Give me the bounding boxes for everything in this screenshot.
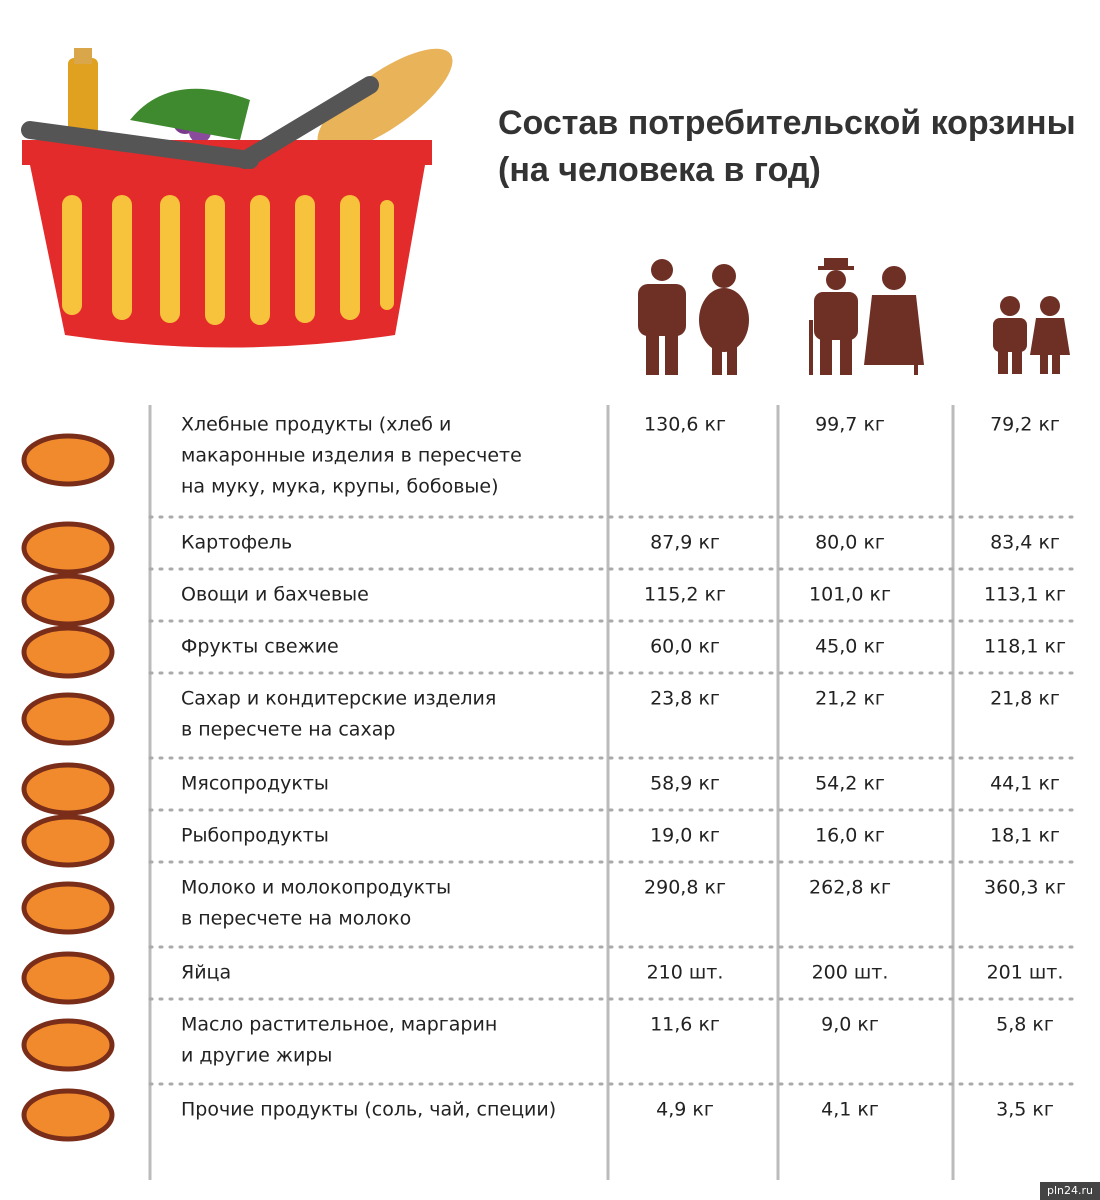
row-label: и другие жиры (181, 1045, 332, 1067)
food-icon (21, 1018, 115, 1072)
row-value: 130,6 кг (644, 414, 726, 436)
food-icon (21, 762, 115, 816)
row-value: 80,0 кг (815, 532, 885, 554)
row-label: Хлебные продукты (хлеб и (181, 414, 451, 436)
row-value: 360,3 кг (984, 877, 1066, 899)
row-value: 201 шт. (987, 962, 1064, 984)
row-value: 101,0 кг (809, 584, 891, 606)
row-value: 118,1 кг (984, 636, 1066, 658)
row-label: Масло растительное, маргарин (181, 1014, 497, 1036)
row-value: 19,0 кг (650, 825, 720, 847)
food-icon (21, 625, 115, 679)
row-label: Молоко и молокопродукты (181, 877, 451, 899)
children-icon (993, 296, 1070, 374)
row-value: 60,0 кг (650, 636, 720, 658)
row-value: 83,4 кг (990, 532, 1060, 554)
row-value: 87,9 кг (650, 532, 720, 554)
row-label: Рыбопродукты (181, 825, 329, 847)
row-label: Фрукты свежие (181, 636, 339, 658)
row-value: 290,8 кг (644, 877, 726, 899)
title-line: (на человека в год) (498, 151, 821, 189)
row-value: 113,1 кг (984, 584, 1066, 606)
food-icon (21, 573, 115, 627)
row-value: 4,1 кг (821, 1099, 879, 1121)
row-value: 54,2 кг (815, 773, 885, 795)
food-icon (21, 692, 115, 746)
row-value: 21,2 кг (815, 688, 885, 710)
row-value: 79,2 кг (990, 414, 1060, 436)
title-line: Состав потребительской корзины (498, 104, 1076, 142)
food-icon (21, 881, 115, 935)
row-label: Прочие продукты (соль, чай, специи) (181, 1099, 556, 1121)
watermark-box (1040, 1182, 1100, 1200)
row-label: в пересчете на молоко (181, 908, 411, 930)
row-value: 18,1 кг (990, 825, 1060, 847)
food-icon (21, 433, 115, 487)
row-label: Овощи и бахчевые (181, 584, 369, 606)
row-value: 4,9 кг (656, 1099, 714, 1121)
row-label: на муку, мука, крупы, бобовые) (181, 476, 499, 498)
row-value: 115,2 кг (644, 584, 726, 606)
row-value: 262,8 кг (809, 877, 891, 899)
row-value: 21,8 кг (990, 688, 1060, 710)
column-rules (148, 405, 955, 1180)
row-value: 45,0 кг (815, 636, 885, 658)
row-value: 23,8 кг (650, 688, 720, 710)
row-value: 11,6 кг (650, 1014, 720, 1036)
row-value: 200 шт. (812, 962, 889, 984)
row-label: Сахар и кондитерские изделия (181, 688, 496, 710)
row-value: 16,0 кг (815, 825, 885, 847)
row-value: 44,1 кг (990, 773, 1060, 795)
row-value: 210 шт. (647, 962, 724, 984)
row-value: 3,5 кг (996, 1099, 1054, 1121)
food-icon (21, 814, 115, 868)
row-label: в пересчете на сахар (181, 719, 395, 741)
row-label: Картофель (181, 532, 292, 554)
row-value: 5,8 кг (996, 1014, 1054, 1036)
food-icon (21, 521, 115, 575)
row-label: макаронные изделия в пересчете (181, 445, 522, 467)
row-value: 58,9 кг (650, 773, 720, 795)
row-value: 99,7 кг (815, 414, 885, 436)
basket-illustration (21, 48, 453, 348)
food-icon (21, 951, 115, 1005)
row-label: Яйца (181, 962, 231, 984)
row-value: 9,0 кг (821, 1014, 879, 1036)
row-label: Мясопродукты (181, 773, 329, 795)
food-icon (21, 1088, 115, 1142)
adults-icon (638, 259, 749, 375)
seniors-icon (809, 258, 924, 375)
watermark: pln24.ru (1047, 1184, 1093, 1197)
